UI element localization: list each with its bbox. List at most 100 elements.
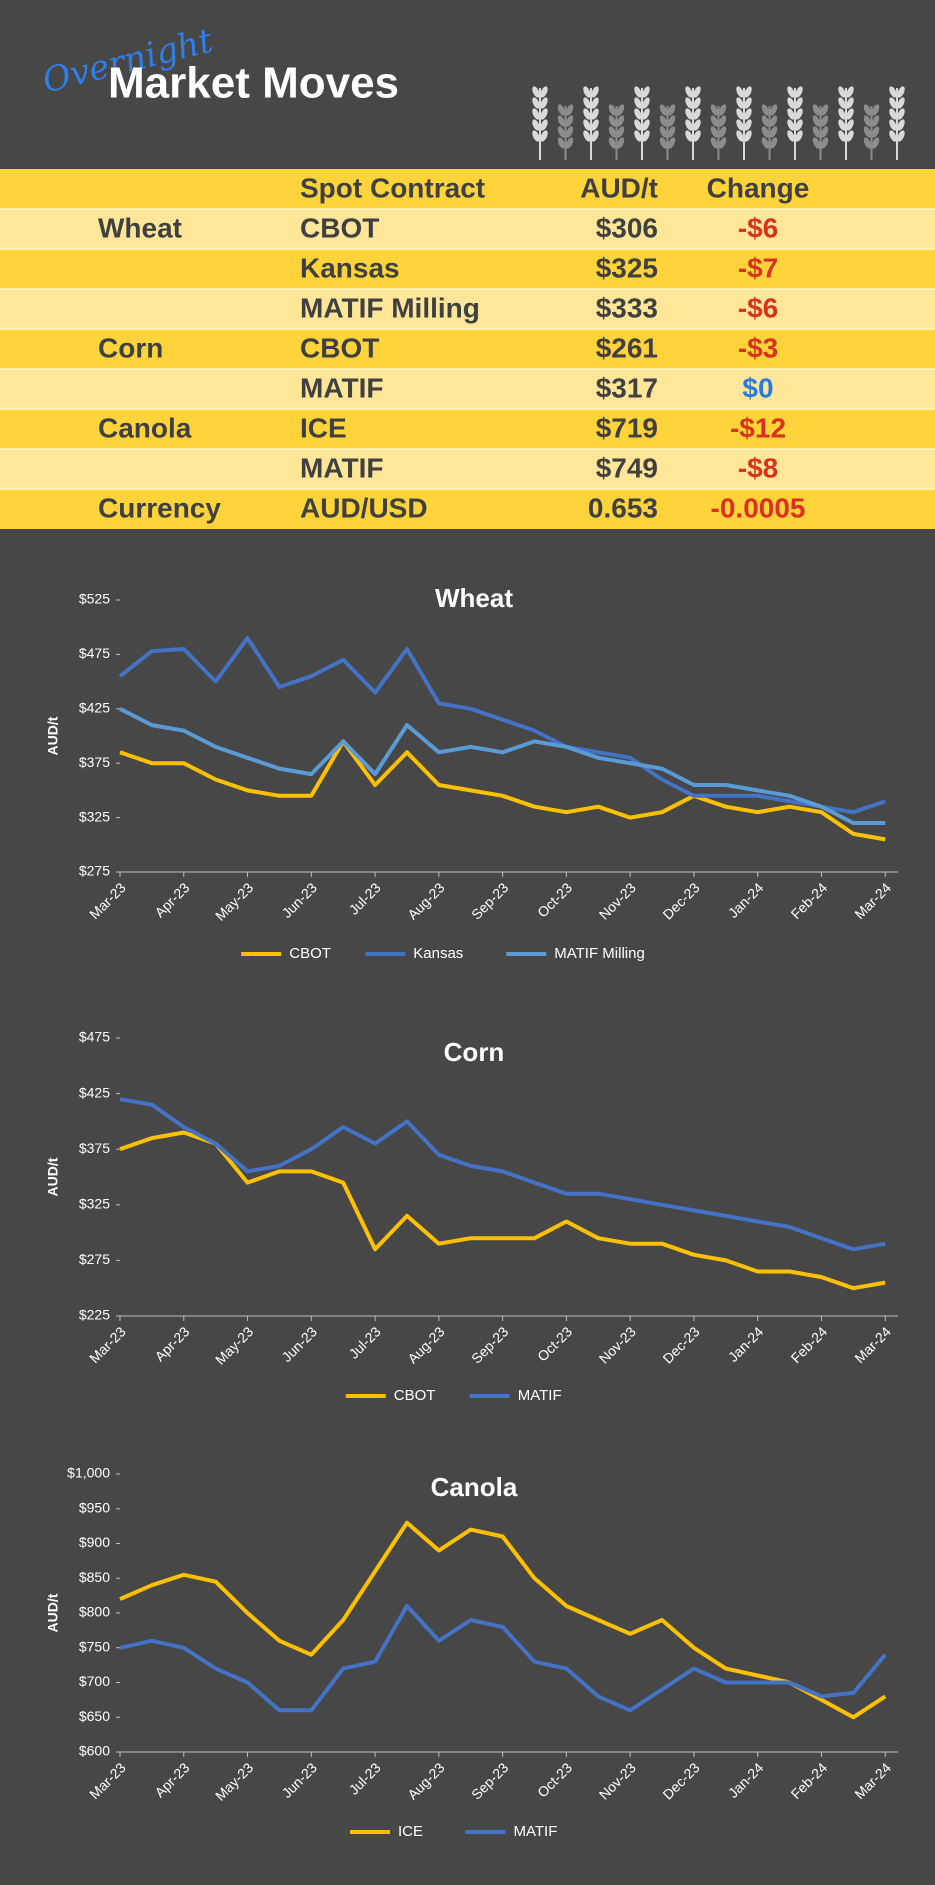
wheat-icon-grain <box>565 137 574 149</box>
price-value: $333 <box>596 292 658 323</box>
wheat-icon-grain <box>634 130 642 142</box>
wheat-icon-grain <box>557 115 566 127</box>
price-value: $719 <box>596 412 658 443</box>
wheat-icon-grain <box>769 137 778 149</box>
wheat-icon-grain <box>838 86 846 98</box>
contract-label: MATIF <box>300 452 383 483</box>
y-tick-label: $375 <box>79 754 110 770</box>
wheat-icon-grain <box>693 130 701 142</box>
wheat-icon-grain <box>685 97 693 109</box>
wheat-icon-grain <box>710 115 719 127</box>
wheat-icon-grain <box>540 130 548 142</box>
wheat-icon-grain <box>718 104 727 116</box>
legend-label: Kansas <box>413 945 463 962</box>
wheat-icon-grain <box>634 108 642 120</box>
wheat-icon-grain <box>812 137 821 149</box>
table-row <box>0 409 935 449</box>
wheat-icon-grain <box>685 86 693 98</box>
table-row <box>0 329 935 369</box>
legend-label: CBOT <box>394 1387 436 1404</box>
wheat-icon-grain <box>897 119 905 131</box>
wheat-icon-grain <box>761 104 770 116</box>
wheat-icon-grain <box>718 126 727 138</box>
commodity-label: Canola <box>98 412 192 443</box>
series-line <box>118 636 886 815</box>
y-tick-label: $1,000 <box>67 1465 110 1481</box>
wheat-icon-grain <box>557 126 566 138</box>
y-tick-label: $425 <box>79 1084 110 1100</box>
wheat-icon-grain <box>532 130 540 142</box>
wheat-icon-grain <box>863 115 872 127</box>
contract-label: Kansas <box>300 252 400 283</box>
wheat-icon-grain <box>787 119 795 131</box>
commodity-label: Wheat <box>98 212 182 243</box>
y-tick-label: $275 <box>79 863 110 879</box>
contract-label: CBOT <box>300 332 379 363</box>
wheat-icon-grain <box>608 137 617 149</box>
wheat-icon-grain <box>540 97 548 109</box>
wheat-icon-grain <box>846 86 854 98</box>
series-line <box>119 1130 886 1291</box>
wheat-icon-grain <box>820 126 829 138</box>
contract-label: CBOT <box>300 212 379 243</box>
wheat-icon-grain <box>787 86 795 98</box>
wheat-icon-grain <box>532 119 540 131</box>
wheat-icon-grain <box>897 86 905 98</box>
wheat-icon-grain <box>557 137 566 149</box>
wheat-icon-grain <box>693 97 701 109</box>
y-axis-label: AUD/t <box>45 1593 61 1632</box>
wheat-icon-grain <box>565 126 574 138</box>
wheat-icon-grain <box>787 130 795 142</box>
wheat-icon-grain <box>710 126 719 138</box>
wheat-icon-grain <box>736 86 744 98</box>
commodity-label: Currency <box>98 492 221 523</box>
wheat-icon-grain <box>685 130 693 142</box>
wheat-icon-grain <box>871 126 880 138</box>
wheat-icon-grain <box>667 126 676 138</box>
wheat-icon-grain <box>846 97 854 109</box>
y-tick-label: $225 <box>79 1307 110 1323</box>
series-line <box>119 1520 887 1720</box>
wheat-icon-grain <box>659 137 668 149</box>
wheat-icon-grain <box>667 104 676 116</box>
wheat-icon-grain <box>812 104 821 116</box>
wheat-icon-grain <box>889 86 897 98</box>
legend-label: MATIF Milling <box>554 945 645 962</box>
wheat-icon-grain <box>642 97 650 109</box>
y-tick-label: $275 <box>79 1251 110 1267</box>
wheat-icon-grain <box>795 108 803 120</box>
change-value: $0 <box>742 372 773 403</box>
wheat-icon-grain <box>897 97 905 109</box>
y-tick-label: $475 <box>79 1029 110 1045</box>
wheat-icon-grain <box>744 130 752 142</box>
change-value: -0.0005 <box>711 492 806 523</box>
y-tick-label: $850 <box>79 1569 110 1585</box>
wheat-icon-grain <box>846 130 854 142</box>
legend-label: ICE <box>398 1823 423 1840</box>
wheat-icon-grain <box>659 115 668 127</box>
wheat-icon-grain <box>685 108 693 120</box>
y-axis-label: AUD/t <box>45 1157 61 1196</box>
column-header: Spot Contract <box>300 172 485 203</box>
wheat-icon-grain <box>812 115 821 127</box>
wheat-icon-grain <box>583 119 591 131</box>
wheat-icon-grain <box>710 104 719 116</box>
wheat-icon-grain <box>736 108 744 120</box>
chart-title: Wheat <box>435 583 513 613</box>
series-line <box>119 1097 886 1252</box>
wheat-icon-grain <box>616 104 625 116</box>
column-header: AUD/t <box>580 172 658 203</box>
wheat-icon-grain <box>761 126 770 138</box>
change-value: -$12 <box>730 412 786 443</box>
wheat-icon-grain <box>532 97 540 109</box>
table-row <box>0 209 935 249</box>
wheat-icon-grain <box>838 119 846 131</box>
wheat-icon-grain <box>736 119 744 131</box>
wheat-icon-grain <box>693 119 701 131</box>
y-tick-label: $375 <box>79 1140 110 1156</box>
wheat-icon-grain <box>591 130 599 142</box>
wheat-icon-grain <box>871 137 880 149</box>
wheat-icon-grain <box>897 108 905 120</box>
wheat-icon-grain <box>736 130 744 142</box>
